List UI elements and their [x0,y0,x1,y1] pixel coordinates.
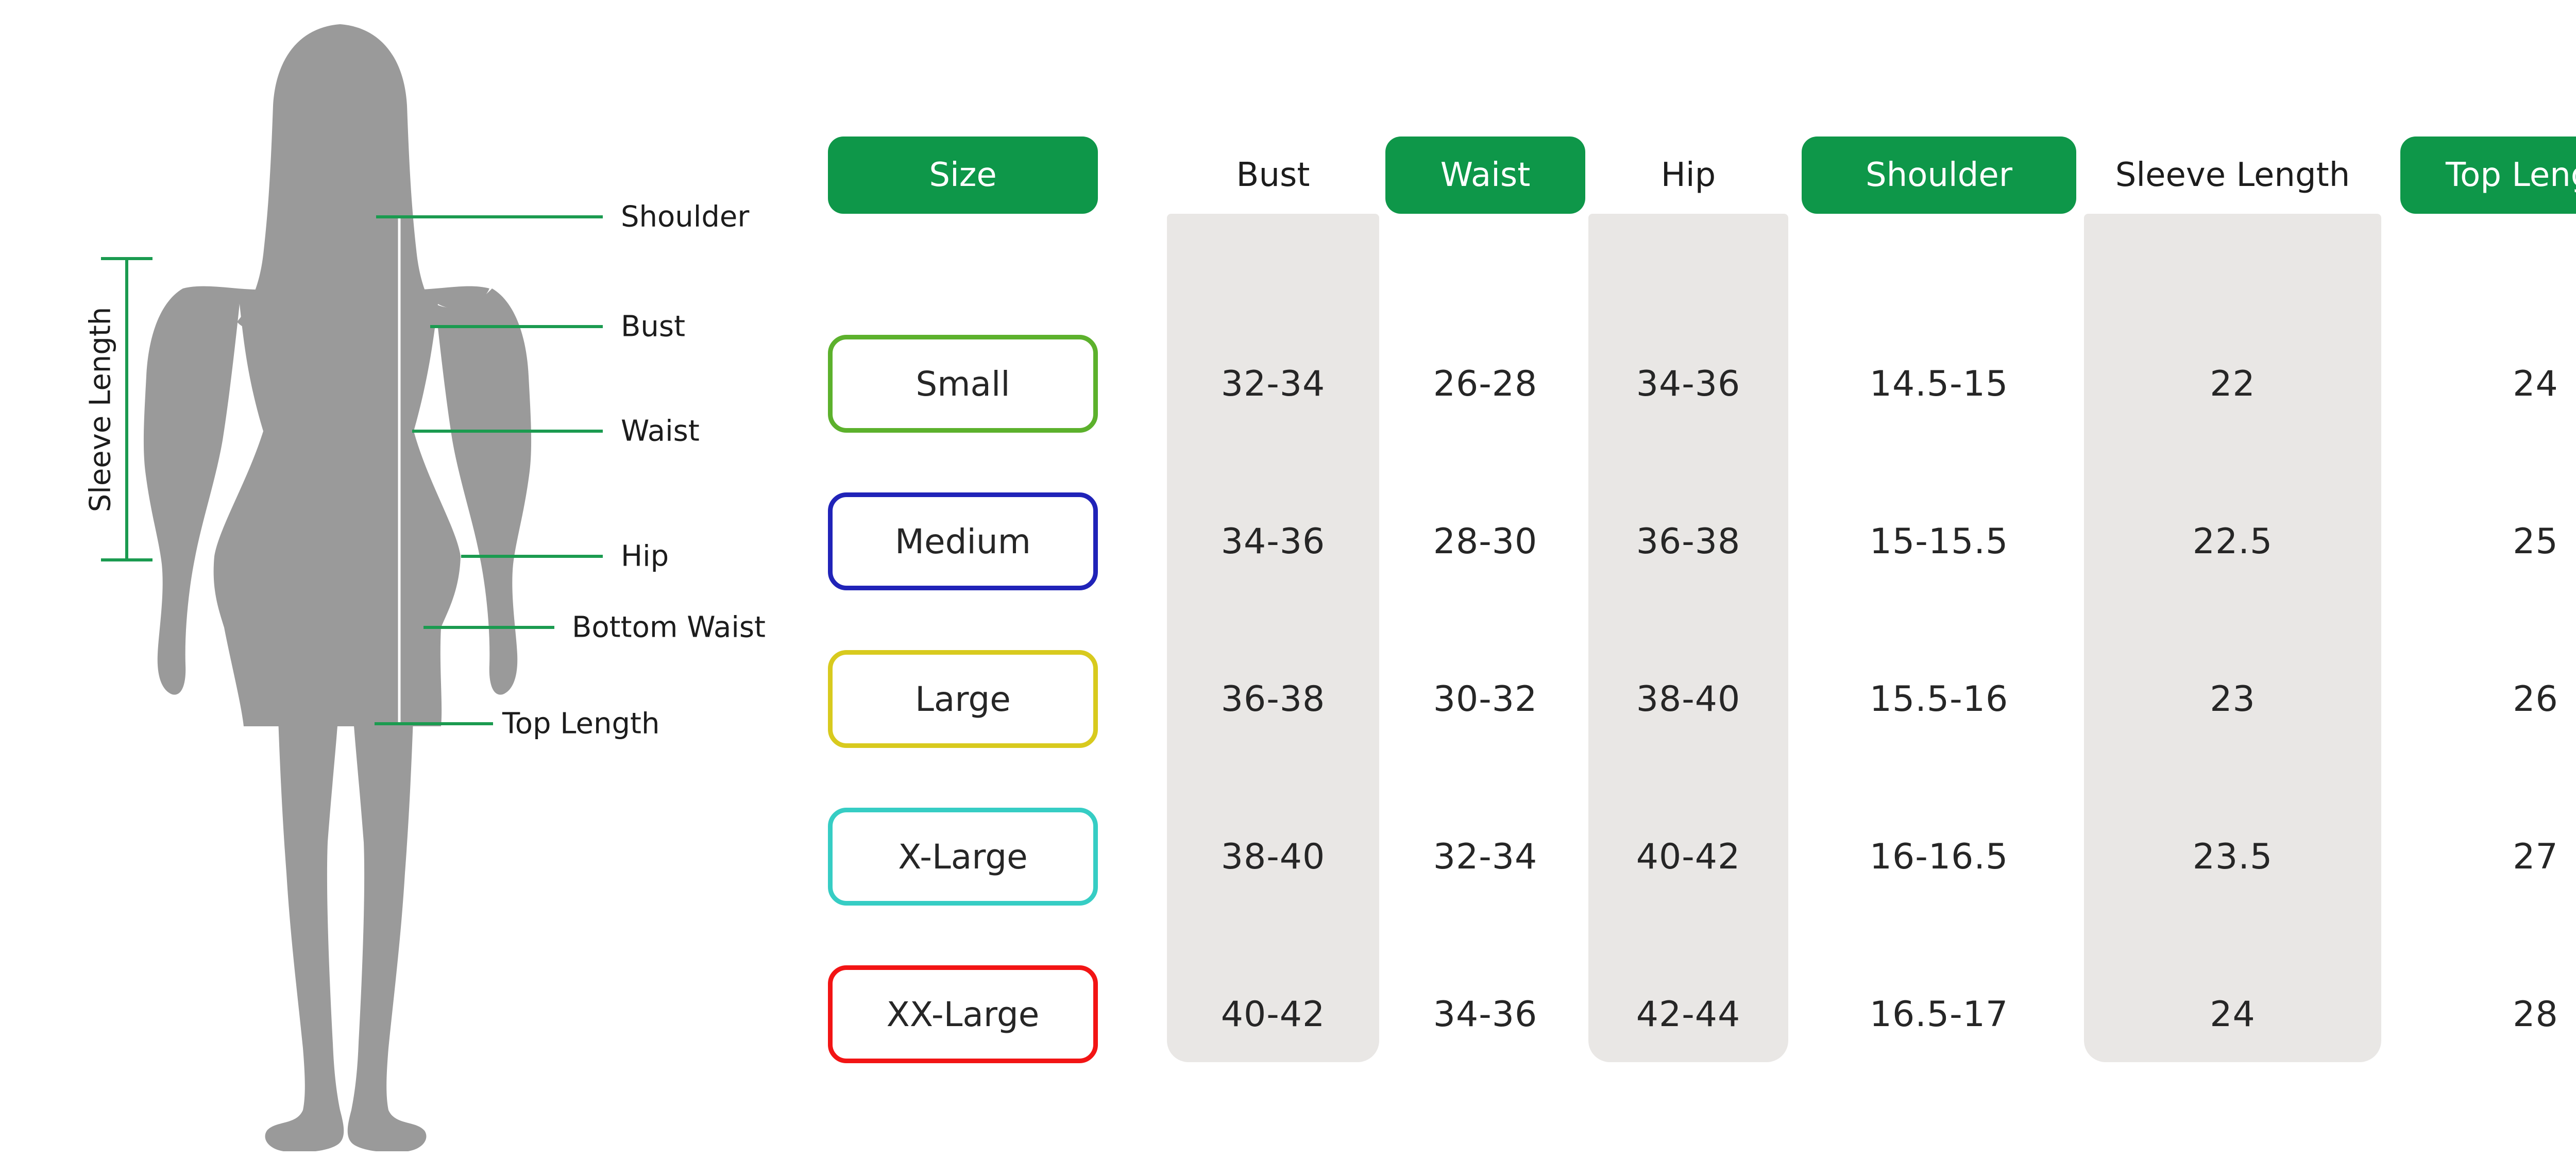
column-header-shoulder: Shoulder [1802,137,2076,214]
cell-hip-small: 34-36 [1636,363,1741,404]
size-button-x-large[interactable]: X-Large [828,808,1098,906]
column-hip: Hip 34-36 36-38 38-40 40-42 42-44 [1588,0,1788,1159]
hip-label: Hip [621,539,669,573]
column-sleeve-length: Sleeve Length 22 22.5 23 23.5 24 [2084,0,2381,1159]
bottom-waist-label: Bottom Waist [572,610,766,644]
column-header-waist: Waist [1385,137,1585,214]
cell-hip-large: 38-40 [1636,678,1741,720]
column-header-sleeve-length: Sleeve Length [2084,137,2381,214]
cell-sleeve-length-small: 22 [2210,363,2256,404]
cell-top-length-small: 24 [2513,363,2558,404]
column-waist: Waist 26-28 28-30 30-32 32-34 34-36 [1385,0,1585,1159]
cell-sleeve-length-medium: 22.5 [2192,521,2273,562]
cell-hip-x-large: 40-42 [1636,836,1741,877]
cell-top-length-large: 26 [2513,678,2558,720]
shoulder-label: Shoulder [621,200,750,234]
column-top-length: Top Length 24 25 26 27 28 [2400,0,2576,1159]
column-shoulder: Shoulder 14.5-15 15-15.5 15.5-16 16-16.5… [1802,0,2076,1159]
waist-label: Waist [621,414,700,448]
size-button-medium[interactable]: Medium [828,492,1098,590]
cell-top-length-xx-large: 28 [2513,994,2558,1035]
cell-bust-small: 32-34 [1221,363,1326,404]
cell-bust-x-large: 38-40 [1221,836,1326,877]
bust-label: Bust [621,310,686,344]
female-silhouette-diagram [101,24,603,1151]
cell-sleeve-length-large: 23 [2210,678,2256,720]
column-shade-hip [1588,214,1788,1062]
cell-sleeve-length-x-large: 23.5 [2192,836,2273,877]
sleeve-length-label: Sleeve Length [83,306,117,513]
column-shade-bust [1167,214,1379,1062]
cell-shoulder-medium: 15-15.5 [1869,521,2009,562]
column-header-bust: Bust [1167,137,1379,214]
column-header-hip: Hip [1588,137,1788,214]
cell-hip-medium: 36-38 [1636,521,1741,562]
cell-waist-medium: 28-30 [1433,521,1538,562]
cell-bust-xx-large: 40-42 [1221,994,1326,1035]
cell-hip-xx-large: 42-44 [1636,994,1741,1035]
column-bust: Bust 32-34 34-36 36-38 38-40 40-42 [1167,0,1379,1159]
column-header-size: Size [828,137,1098,214]
cell-waist-xx-large: 34-36 [1433,994,1538,1035]
cell-sleeve-length-xx-large: 24 [2210,994,2256,1035]
column-header-top-length: Top Length [2400,137,2576,214]
size-button-large[interactable]: Large [828,650,1098,748]
top-length-label: Top Length [502,707,660,741]
cell-shoulder-xx-large: 16.5-17 [1869,994,2009,1035]
column-shade-sleeve-length [2084,214,2381,1062]
cell-top-length-x-large: 27 [2513,836,2558,877]
column-size: Size Small Medium Large X-Large XX-Large [828,0,1098,1159]
cell-shoulder-x-large: 16-16.5 [1869,836,2009,877]
cell-shoulder-small: 14.5-15 [1869,363,2009,404]
size-button-small[interactable]: Small [828,335,1098,433]
cell-shoulder-large: 15.5-16 [1869,678,2009,720]
cell-waist-large: 30-32 [1433,678,1538,720]
cell-bust-medium: 34-36 [1221,521,1326,562]
female-silhouette [143,24,532,1151]
cell-waist-x-large: 32-34 [1433,836,1538,877]
size-button-xx-large[interactable]: XX-Large [828,965,1098,1063]
cell-top-length-medium: 25 [2513,521,2558,562]
measurement-lines [101,215,603,725]
cell-waist-small: 26-28 [1433,363,1538,404]
cell-bust-large: 36-38 [1221,678,1326,720]
